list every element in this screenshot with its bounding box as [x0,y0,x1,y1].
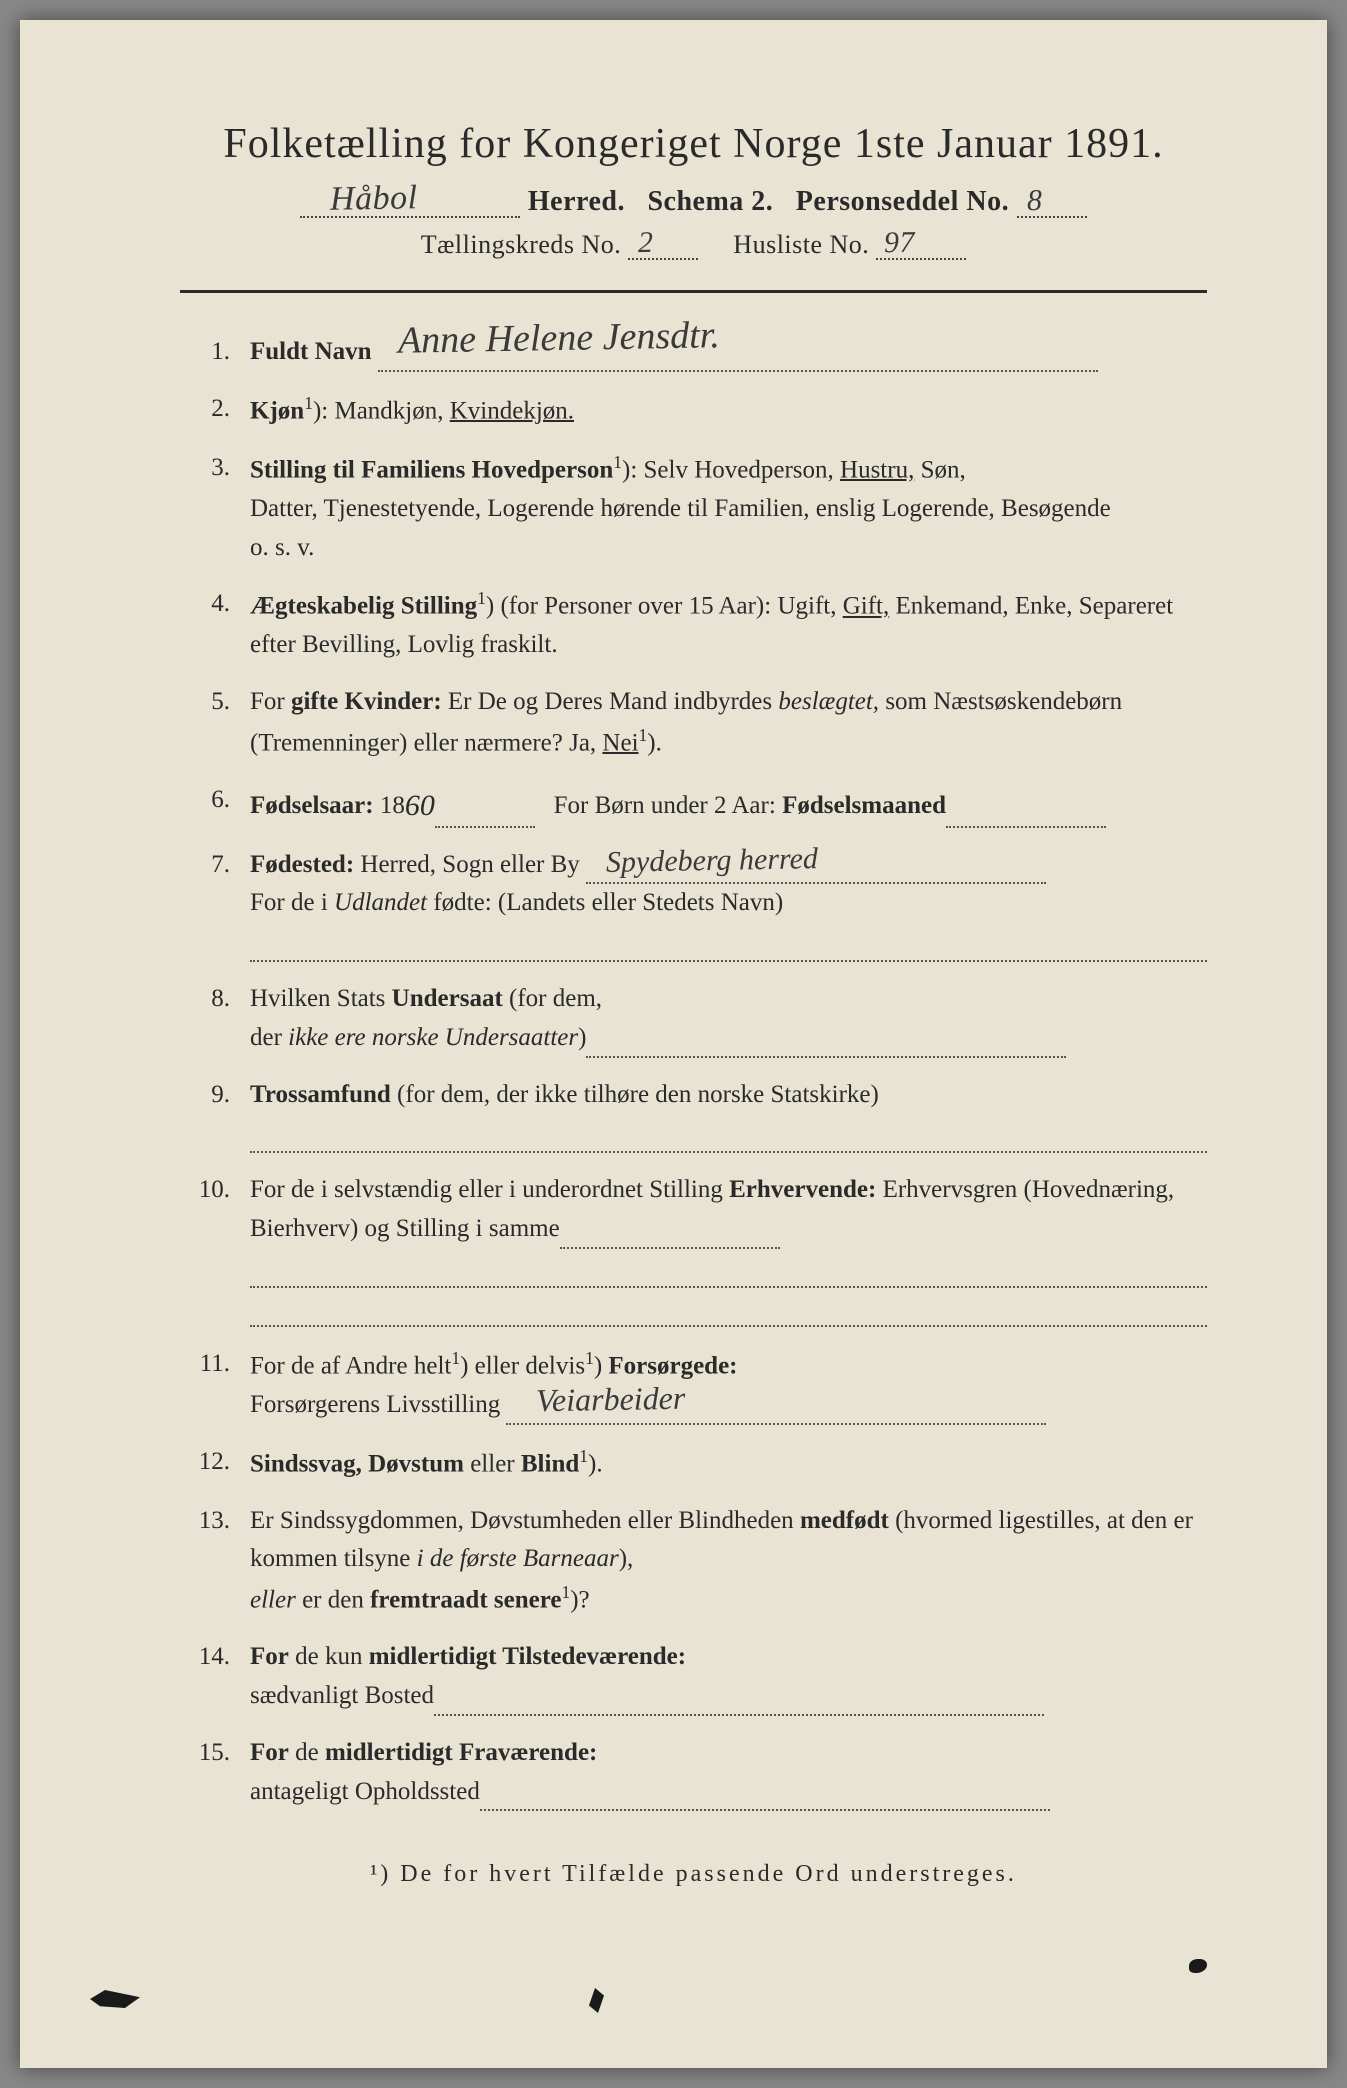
related-selected: Nei [602,729,638,756]
item-15-num: 15. [190,1734,250,1812]
item-11: 11. For de af Andre helt1) eller delvis1… [190,1345,1207,1425]
item-1-num: 1. [190,333,250,372]
item-13-num: 13. [190,1502,250,1621]
item-4: 4. Ægteskabelig Stilling1) (for Personer… [190,585,1207,665]
item-10: 10. For de i selvstændig eller i underor… [190,1171,1207,1327]
header-line-2: Tællingskreds No. 2 Husliste No. 97 [180,230,1207,260]
item-14: 14. For de kun midlertidigt Tilstedevære… [190,1638,1207,1716]
census-form-page: Folketælling for Kongeriget Norge 1ste J… [20,20,1327,2068]
provider-field: Veiarbeider [506,1397,1046,1425]
ink-blot [90,1990,140,2008]
husliste-no-field: 97 [876,258,966,260]
header-line-1: Håbol Herred. Schema 2. Personseddel No.… [180,186,1207,218]
herred-handwritten: Håbol [330,179,418,219]
item-7: 7. Fødested: Herred, Sogn eller By Spyde… [190,846,1207,963]
item-9: 9. Trossamfund (for dem, der ikke tilhør… [190,1076,1207,1154]
item-4-num: 4. [190,585,250,665]
ink-blot [1189,1959,1207,1973]
kreds-no-field: 2 [628,258,698,260]
relation-selected: Hustru, [840,456,914,483]
item-2: 2. Kjøn1): Mandkjøn, Kvindekjøn. [190,390,1207,431]
personseddel-no-field: 8 [1017,216,1087,218]
item-1-label: Fuldt Navn [250,338,372,365]
birthplace-field: Spydeberg herred [586,857,1046,885]
name-field: Anne Helene Jensdtr. [378,344,1098,372]
item-7-num: 7. [190,846,250,963]
marital-selected: Gift, [843,593,890,620]
provider-hand: Veiarbeider [536,1374,686,1426]
sex-selected: Kvindekjøn. [450,397,574,424]
item-6-num: 6. [190,781,250,828]
item-8: 8. Hvilken Stats Undersaat (for dem, der… [190,980,1207,1058]
item-9-num: 9. [190,1076,250,1154]
name-handwritten: Anne Helene Jensdtr. [397,306,720,370]
item-15: 15. For de midlertidigt Fraværende: anta… [190,1734,1207,1812]
kreds-no-hand: 2 [638,226,654,260]
divider-rule [180,290,1207,293]
birthplace-hand: Spydeberg herred [606,836,819,886]
item-1: 1. Fuldt Navn Anne Helene Jensdtr. [190,333,1207,372]
item-12: 12. Sindssvag, Døvstum eller Blind1). [190,1443,1207,1484]
item-3-num: 3. [190,449,250,568]
herred-field: Håbol [300,216,520,218]
item-13: 13. Er Sindssygdommen, Døvstumheden elle… [190,1502,1207,1621]
item-2-num: 2. [190,390,250,431]
item-8-num: 8. [190,980,250,1058]
item-11-num: 11. [190,1345,250,1425]
item-5: 5. For gifte Kvinder: Er De og Deres Man… [190,683,1207,763]
item-14-num: 14. [190,1638,250,1716]
item-10-num: 10. [190,1171,250,1327]
item-3: 3. Stilling til Familiens Hovedperson1):… [190,449,1207,568]
ink-blot [580,1988,610,2013]
item-12-num: 12. [190,1443,250,1484]
form-title: Folketælling for Kongeriget Norge 1ste J… [180,120,1207,168]
birthyear-hand: 60 [405,789,435,822]
footnote: ¹) De for hvert Tilfælde passende Ord un… [180,1861,1207,1888]
item-5-num: 5. [190,683,250,763]
personseddel-no-hand: 8 [1026,184,1042,218]
item-6: 6. Fødselsaar: 1860 For Børn under 2 Aar… [190,781,1207,828]
form-items: 1. Fuldt Navn Anne Helene Jensdtr. 2. Kj… [180,333,1207,1811]
husliste-no-hand: 97 [884,226,916,261]
